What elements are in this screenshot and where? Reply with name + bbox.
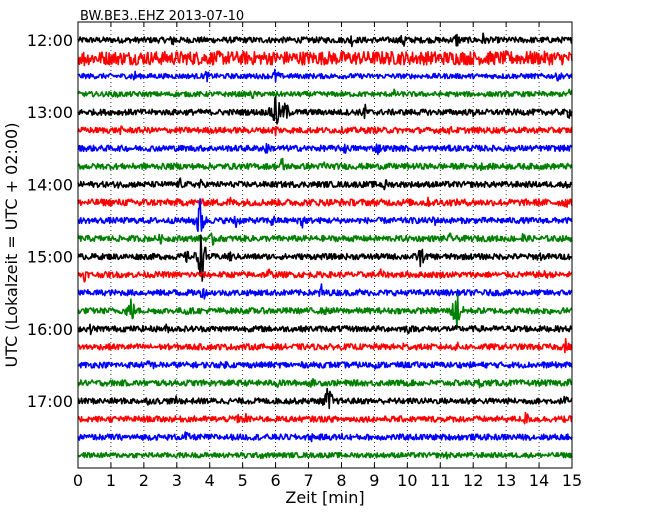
- seismogram-trace: [77, 88, 573, 100]
- y-axis-title: UTC (Lokalzeit = UTC + 02:00): [2, 123, 21, 368]
- y-tick-label: 16:00: [27, 320, 73, 339]
- x-tick-label: 10: [397, 471, 417, 490]
- seismogram-trace: [77, 232, 573, 246]
- seismogram-trace: [77, 378, 573, 389]
- x-tick-label: 11: [430, 471, 450, 490]
- seismogram-trace: [77, 198, 573, 233]
- seismogram-trace: [77, 360, 573, 370]
- seismogram-trace: [77, 411, 573, 425]
- trace-layer: [77, 32, 573, 460]
- x-tick-label: 12: [463, 471, 483, 490]
- x-tick-label: 15: [562, 471, 582, 490]
- plot-frame: [77, 21, 573, 469]
- x-tick-label: 14: [529, 471, 549, 490]
- seismogram-trace: [77, 32, 573, 48]
- chart-title: BW.BE3..EHZ 2013-07-10: [80, 9, 244, 24]
- seismogram-trace: [77, 50, 573, 67]
- y-axis: 12:00 13:00 14:00 15:00 16:00 17:00: [27, 31, 572, 411]
- x-tick-label: 7: [303, 471, 313, 490]
- x-tick-label: 4: [205, 471, 215, 490]
- seismogram-trace: [77, 431, 573, 443]
- seismogram-trace: [77, 157, 573, 172]
- seismogram-trace: [77, 234, 573, 282]
- x-tick-label: 0: [73, 471, 83, 490]
- x-tick-label: 9: [369, 471, 379, 490]
- seismogram-trace: [77, 142, 573, 156]
- seismogram-trace: [77, 196, 573, 208]
- y-tick-label: 14:00: [27, 175, 73, 194]
- seismogram-trace: [77, 293, 573, 330]
- x-axis: 0 1 2 3 4 5 6 7 8 9 10 11 12 13 14 15: [73, 22, 582, 490]
- x-tick-label: 3: [172, 471, 182, 490]
- seismogram-trace: [77, 283, 573, 300]
- x-tick-label: 8: [336, 471, 346, 490]
- x-tick-label: 1: [106, 471, 116, 490]
- seismogram-trace: [77, 451, 573, 460]
- seismogram-trace: [77, 337, 573, 354]
- seismogram-trace: [77, 95, 573, 125]
- x-tick-label: 2: [139, 471, 149, 490]
- x-tick-label: 6: [271, 471, 281, 490]
- y-tick-label: 15:00: [27, 248, 73, 267]
- seismogram-trace: [77, 125, 573, 137]
- y-tick-label: 13:00: [27, 103, 73, 122]
- seismogram-trace: [77, 68, 573, 83]
- x-axis-title: Zeit [min]: [285, 488, 364, 507]
- seismogram-trace: [77, 177, 573, 191]
- x-tick-label: 13: [496, 471, 516, 490]
- seismogram-trace: [77, 268, 573, 283]
- x-tick-label: 5: [238, 471, 248, 490]
- seismogram-trace: [77, 323, 573, 336]
- seismogram-trace: [77, 387, 573, 410]
- y-tick-label: 17:00: [27, 392, 73, 411]
- y-tick-label: 12:00: [27, 31, 73, 50]
